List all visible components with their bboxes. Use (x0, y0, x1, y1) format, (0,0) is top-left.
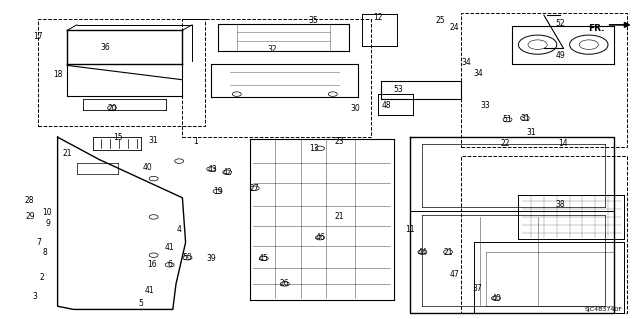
Text: 18: 18 (53, 70, 62, 79)
Text: 32: 32 (267, 45, 277, 54)
Text: 9: 9 (45, 219, 51, 228)
Text: 10: 10 (42, 208, 52, 217)
Text: 7: 7 (36, 238, 41, 247)
Text: 37: 37 (472, 284, 482, 293)
Text: 34: 34 (461, 58, 471, 67)
Text: 1: 1 (193, 137, 198, 146)
Text: 42: 42 (222, 168, 232, 177)
Text: 29: 29 (26, 212, 36, 221)
Text: 31: 31 (526, 128, 536, 137)
Text: 47: 47 (449, 270, 460, 279)
Text: 43: 43 (207, 165, 218, 174)
Text: 46: 46 (315, 233, 325, 242)
Text: 51: 51 (502, 115, 513, 124)
Text: 14: 14 (558, 139, 568, 148)
Text: 31: 31 (520, 114, 530, 122)
Text: 17: 17 (33, 32, 44, 41)
Text: 23: 23 (334, 137, 344, 146)
Text: 11: 11 (405, 225, 414, 234)
Text: 39: 39 (206, 254, 216, 263)
Text: 41: 41 (164, 243, 175, 252)
Text: SJC4B3740F: SJC4B3740F (584, 307, 622, 312)
Text: 52: 52 (555, 19, 565, 28)
Text: 45: 45 (259, 254, 269, 263)
Text: 26: 26 (280, 279, 290, 288)
Text: 30: 30 (350, 104, 360, 113)
Text: 38: 38 (555, 200, 565, 209)
Text: 5: 5 (138, 299, 143, 308)
Text: 27: 27 (250, 184, 260, 193)
Text: 41: 41 (144, 286, 154, 295)
Text: 21: 21 (335, 212, 344, 221)
Text: 22: 22 (501, 139, 510, 148)
Text: 50: 50 (182, 253, 193, 262)
Text: 12: 12 (373, 13, 382, 22)
Text: 35: 35 (308, 16, 319, 25)
Text: 44: 44 (417, 248, 428, 256)
Text: 21: 21 (444, 248, 452, 256)
Text: 25: 25 (435, 16, 445, 25)
Text: FR.: FR. (588, 24, 604, 33)
Text: 3: 3 (33, 292, 38, 301)
Text: 28: 28 (24, 197, 33, 205)
Text: 2: 2 (39, 273, 44, 282)
Text: 34: 34 (474, 69, 484, 78)
Text: 31: 31 (148, 136, 159, 145)
Text: 13: 13 (308, 144, 319, 153)
Text: 16: 16 (147, 260, 157, 269)
Text: 53: 53 (393, 85, 403, 94)
Text: 20: 20 (107, 104, 117, 113)
Text: 8: 8 (42, 248, 47, 256)
Text: 40: 40 (491, 294, 501, 303)
Text: 40: 40 (142, 163, 152, 172)
Text: 19: 19 (212, 187, 223, 196)
Text: 33: 33 (480, 101, 490, 110)
Text: 21: 21 (63, 149, 72, 158)
Text: 48: 48 (381, 101, 392, 110)
Bar (461, 13, 627, 147)
Bar (461, 156, 627, 313)
Text: 15: 15 (113, 133, 124, 142)
Text: 49: 49 (555, 51, 565, 60)
Bar (38, 19, 205, 126)
Text: 4: 4 (177, 225, 182, 234)
Bar (182, 19, 371, 137)
Text: 6: 6 (167, 260, 172, 269)
Text: 36: 36 (100, 43, 111, 52)
Text: 24: 24 (449, 23, 460, 32)
